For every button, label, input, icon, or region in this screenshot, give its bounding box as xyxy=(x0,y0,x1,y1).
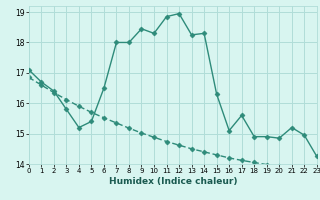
X-axis label: Humidex (Indice chaleur): Humidex (Indice chaleur) xyxy=(108,177,237,186)
